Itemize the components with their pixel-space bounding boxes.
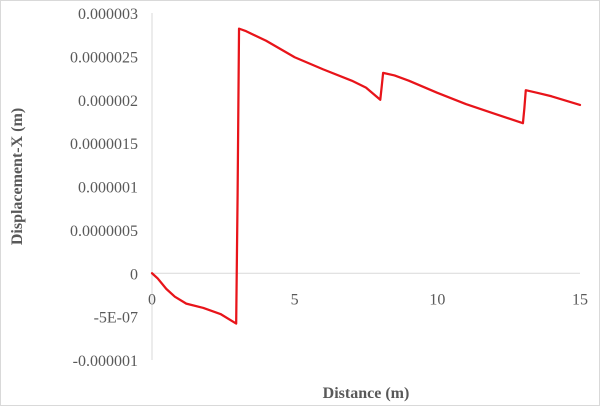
y-tick-label: 0 [130,266,138,283]
x-axis-title: Distance (m) [323,385,410,402]
y-tick-label: 0.0000025 [70,49,138,66]
y-axis-title: Displacement-X (m) [9,108,26,245]
y-tick-label: -5E-07 [94,310,138,327]
x-tick-label: 15 [572,291,588,308]
x-tick-label: 0 [148,291,156,308]
y-tick-label: -0.000001 [73,353,138,370]
x-tick-label: 10 [429,291,445,308]
tick-labels: 0.0000030.00000250.0000020.00000150.0000… [70,6,588,370]
y-tick-label: 0.0000005 [70,223,138,240]
y-tick-label: 0.000003 [78,6,138,23]
x-tick-label: 5 [291,291,299,308]
y-tick-label: 0.0000015 [70,136,138,153]
y-tick-label: 0.000002 [78,93,138,110]
series-group [150,27,582,325]
series-line [150,27,582,325]
axes [151,13,580,360]
y-tick-label: 0.000001 [78,180,138,197]
